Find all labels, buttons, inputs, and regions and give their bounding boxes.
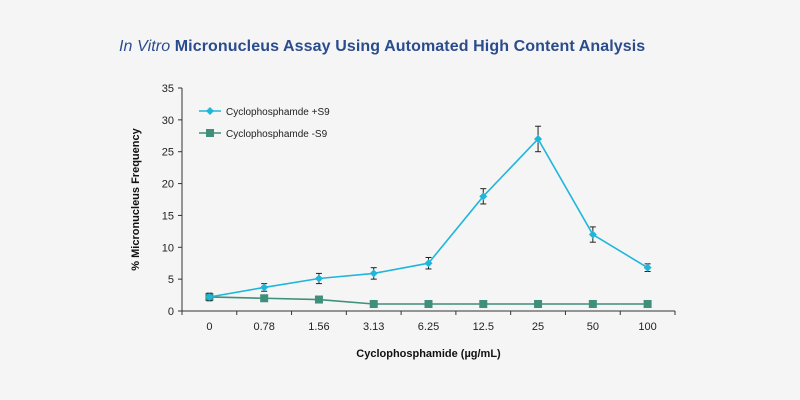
- data-point-series-1: [205, 292, 214, 301]
- x-axis-title: Cyclophosphamide (µg/mL): [356, 348, 501, 360]
- chart-series: [205, 125, 652, 308]
- chart-legend: Cyclophosphamde +S9 Cyclophosphamde -S9: [199, 107, 330, 140]
- legend-label: Cyclophosphamde -S9: [226, 129, 328, 140]
- y-tick-label: 35: [162, 83, 174, 95]
- chart-title: In Vitro Micronucleus Assay Using Automa…: [119, 38, 645, 56]
- y-tick-label: 0: [168, 306, 174, 318]
- legend-label: Cyclophosphamde +S9: [226, 107, 330, 118]
- series-line-1: [209, 137, 649, 298]
- y-tick-label: 15: [162, 210, 174, 222]
- y-tick-label: 30: [162, 115, 174, 127]
- data-point-series-2: [260, 294, 269, 303]
- data-point-series-2: [314, 295, 323, 304]
- y-axis-title: % Micronucleus Frequency: [130, 127, 142, 270]
- x-tick-label: 50: [587, 321, 599, 333]
- legend-marker: [206, 107, 214, 115]
- data-point-series-1: [314, 274, 323, 283]
- y-tick-label: 20: [162, 179, 174, 191]
- x-tick-label: 12.5: [473, 321, 494, 333]
- data-point-series-1: [588, 230, 597, 239]
- x-tick-label: 25: [532, 321, 544, 333]
- legend-marker: [206, 129, 214, 137]
- x-tick-label: 1.56: [308, 321, 329, 333]
- x-tick-label: 100: [638, 321, 656, 333]
- data-point-series-1: [534, 134, 543, 143]
- data-point-series-1: [479, 192, 488, 201]
- data-point-series-2: [479, 299, 488, 308]
- data-point-series-2: [588, 299, 597, 308]
- data-point-series-2: [534, 299, 543, 308]
- data-point-series-1: [643, 263, 652, 272]
- data-point-series-1: [369, 269, 378, 278]
- x-tick-label: 6.25: [418, 321, 439, 333]
- chart-title-rest: Micronucleus Assay Using Automated High …: [170, 38, 646, 55]
- y-tick-label: 25: [162, 147, 174, 159]
- data-point-series-2: [643, 299, 652, 308]
- x-tick-label: 0.78: [253, 321, 274, 333]
- data-point-series-1: [424, 259, 433, 268]
- y-tick-label: 5: [168, 274, 174, 286]
- chart-title-italic: In Vitro: [119, 38, 171, 55]
- data-point-series-2: [424, 299, 433, 308]
- data-point-series-2: [369, 299, 378, 308]
- x-tick-label: 0: [206, 321, 212, 333]
- chart-ticks: 0 5 10 15 20 25 30 35 0 0.78 1.56 3.13 6.25 12.5 25 50 1…: [162, 83, 676, 333]
- chart-axes: [181, 88, 675, 312]
- data-point-series-1: [260, 283, 269, 292]
- x-tick-label: 3.13: [363, 321, 384, 333]
- y-tick-label: 10: [162, 242, 174, 254]
